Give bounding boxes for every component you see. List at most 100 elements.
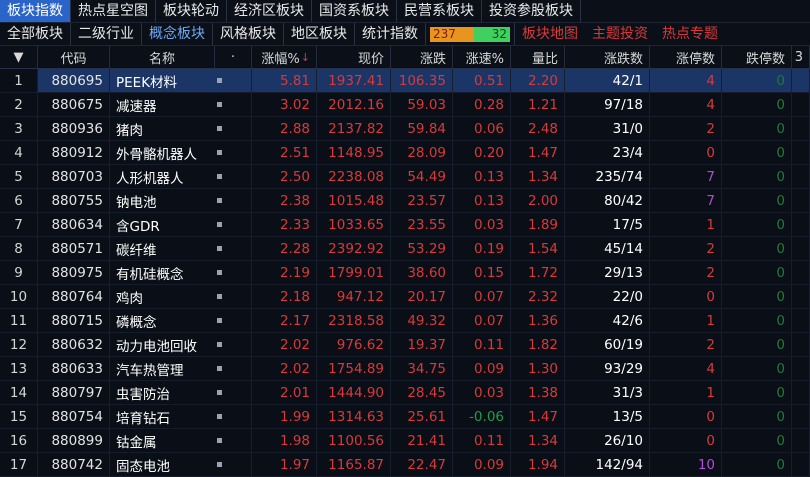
table-row[interactable]: 13 880633 汽车热管理 2.02 1754.89 34.75 0.09 1.30 93/… [0, 357, 810, 381]
cell-code[interactable]: 880742 [38, 453, 110, 476]
cell-change-pct: 2.28 [252, 237, 317, 260]
header-index[interactable]: ▼ [0, 46, 38, 68]
cell-name[interactable]: 外骨骼机器人 [116, 146, 197, 163]
menu-item-investment-holding[interactable]: 投资参股板块 [482, 0, 581, 22]
header-delta[interactable]: 涨跌 [391, 46, 453, 68]
table-row[interactable]: 11 880715 磷概念 2.17 2318.58 49.32 0.07 1.36 42/6 1… [0, 309, 810, 333]
cell-change-pct: 2.02 [252, 357, 317, 380]
cell-code[interactable]: 880755 [38, 189, 110, 212]
cell-code[interactable]: 880633 [38, 357, 110, 380]
cell-delta: 23.57 [391, 189, 453, 212]
cell-name[interactable]: 碳纤维 [116, 242, 157, 259]
filter-all-sectors[interactable]: 全部板块 [0, 23, 71, 45]
header-name[interactable]: 名称 [110, 46, 215, 68]
header-partial-column[interactable]: 3 [792, 46, 810, 68]
cell-name[interactable]: 钴金属 [116, 434, 157, 451]
cell-flag [215, 165, 252, 188]
cell-delta: 38.60 [391, 261, 453, 284]
header-code[interactable]: 代码 [38, 46, 110, 68]
table-row[interactable]: 17 880742 固态电池 1.97 1165.87 22.47 0.09 1.94 142/… [0, 453, 810, 477]
header-change-pct[interactable]: 涨幅% ↓ [252, 46, 317, 68]
table-row[interactable]: 1 880695 PEEK材料 5.81 1937.41 106.35 0.51 2.20 42… [0, 69, 810, 93]
cell-flag [215, 93, 252, 116]
cell-price: 2137.82 [317, 117, 391, 140]
table-row[interactable]: 9 880975 有机硅概念 2.19 1799.01 38.60 0.15 1.72 29/1… [0, 261, 810, 285]
table-row[interactable]: 5 880703 人形机器人 2.50 2238.08 54.49 0.13 1.34 235/… [0, 165, 810, 189]
menu-item-economic-zone[interactable]: 经济区板块 [227, 0, 312, 22]
filter-secondary-industry[interactable]: 二级行业 [71, 23, 142, 45]
link-hotspot-topics[interactable]: 热点专题 [662, 26, 718, 42]
menu-item-sector-rotation[interactable]: 板块轮动 [156, 0, 227, 22]
filter-style-sector[interactable]: 风格板块 [213, 23, 284, 45]
cell-name[interactable]: 磷概念 [116, 314, 157, 331]
cell-name[interactable]: 鸡肉 [116, 290, 143, 307]
filter-statistics-index[interactable]: 统计指数 [355, 23, 426, 45]
table-row[interactable]: 8 880571 碳纤维 2.28 2392.92 53.29 0.19 1.54 45/14 2… [0, 237, 810, 261]
cell-speed-pct: 0.13 [453, 165, 511, 188]
cell-code[interactable]: 880797 [38, 381, 110, 404]
cell-name[interactable]: 减速器 [116, 98, 157, 115]
cell-flag [215, 117, 252, 140]
cell-partial [792, 357, 810, 380]
table-row[interactable]: 3 880936 猪肉 2.88 2137.82 59.84 0.06 2.48 31/0 2 0 [0, 117, 810, 141]
table-row[interactable]: 14 880797 虫害防治 2.01 1444.90 28.45 0.03 1.38 31/3… [0, 381, 810, 405]
cell-name[interactable]: 猪肉 [116, 122, 143, 139]
cell-change-pct: 2.51 [252, 141, 317, 164]
cell-name[interactable]: 汽车热管理 [116, 362, 184, 379]
cell-volume-ratio: 1.47 [511, 405, 565, 428]
header-limit-down-count[interactable]: 跌停数 [722, 46, 792, 68]
filter-concept-sector[interactable]: 概念板块 [142, 23, 213, 45]
cell-volume-ratio: 1.94 [511, 453, 565, 476]
cell-name[interactable]: PEEK材料 [110, 69, 215, 92]
table-row[interactable]: 16 880899 钴金属 1.98 1100.56 21.41 0.11 1.34 26/10… [0, 429, 810, 453]
cell-updown-count: 29/13 [565, 261, 650, 284]
cell-code[interactable]: 880632 [38, 333, 110, 356]
cell-code[interactable]: 880764 [38, 285, 110, 308]
cell-change-pct: 1.98 [252, 429, 317, 452]
menu-item-hotspot-starmap[interactable]: 热点星空图 [71, 0, 156, 22]
table-row[interactable]: 2 880675 减速器 3.02 2012.16 59.03 0.28 1.21 97/18 4… [0, 93, 810, 117]
cell-name[interactable]: 钠电池 [116, 194, 157, 211]
table-row[interactable]: 15 880754 培育钻石 1.99 1314.63 25.61 -0.06 1.47 13/… [0, 405, 810, 429]
cell-name[interactable]: 虫害防治 [116, 386, 170, 403]
cell-code[interactable]: 880754 [38, 405, 110, 428]
filter-region-sector[interactable]: 地区板块 [284, 23, 355, 45]
cell-code[interactable]: 880936 [38, 117, 110, 140]
cell-code[interactable]: 880695 [38, 69, 110, 92]
cell-name[interactable]: 人形机器人 [116, 170, 184, 187]
cell-code[interactable]: 880715 [38, 309, 110, 332]
cell-code[interactable]: 880571 [38, 237, 110, 260]
cell-code[interactable]: 880703 [38, 165, 110, 188]
cell-name[interactable]: 有机硅概念 [116, 266, 184, 283]
table-row[interactable]: 12 880632 动力电池回收 2.02 976.62 19.37 0.11 1.82 60/… [0, 333, 810, 357]
cell-volume-ratio: 1.89 [511, 213, 565, 236]
cell-limit-down-count: 0 [722, 165, 792, 188]
cell-code[interactable]: 880899 [38, 429, 110, 452]
cell-name[interactable]: 培育钻石 [116, 410, 170, 427]
menu-item-sector-index[interactable]: 板块指数 [0, 0, 71, 22]
table-row[interactable]: 4 880912 外骨骼机器人 2.51 1148.95 28.09 0.20 1.47 23/… [0, 141, 810, 165]
cell-partial [792, 69, 810, 92]
cell-name[interactable]: 固态电池 [116, 458, 170, 475]
cell-code[interactable]: 880675 [38, 93, 110, 116]
header-speed-pct[interactable]: 涨速% [453, 46, 511, 68]
link-sector-map[interactable]: 板块地图 [522, 26, 578, 42]
header-volume-ratio[interactable]: 量比 [511, 46, 565, 68]
menu-item-state-owned[interactable]: 国资系板块 [312, 0, 397, 22]
cell-name[interactable]: 动力电池回收 [116, 338, 197, 355]
cell-change-pct: 2.01 [252, 381, 317, 404]
cell-code[interactable]: 880912 [38, 141, 110, 164]
table-row[interactable]: 6 880755 钠电池 2.38 1015.48 23.57 0.13 2.00 80/42 7… [0, 189, 810, 213]
header-flag[interactable]: · [215, 46, 252, 68]
link-thematic-investment[interactable]: 主题投资 [592, 26, 648, 42]
menu-item-private-owned[interactable]: 民营系板块 [397, 0, 482, 22]
table-row[interactable]: 7 880634 含GDR 2.33 1033.65 23.55 0.03 1.89 17/5 1… [0, 213, 810, 237]
header-limit-up-count[interactable]: 涨停数 [650, 46, 722, 68]
header-updown-count[interactable]: 涨跌数 [565, 46, 650, 68]
sector-marker-icon [217, 246, 222, 251]
cell-code[interactable]: 880975 [38, 261, 110, 284]
cell-code[interactable]: 880634 [38, 213, 110, 236]
table-row[interactable]: 10 880764 鸡肉 2.18 947.12 20.17 0.07 2.32 22/0 0 0 [0, 285, 810, 309]
header-price[interactable]: 现价 [317, 46, 391, 68]
cell-name[interactable]: 含GDR [116, 218, 160, 235]
